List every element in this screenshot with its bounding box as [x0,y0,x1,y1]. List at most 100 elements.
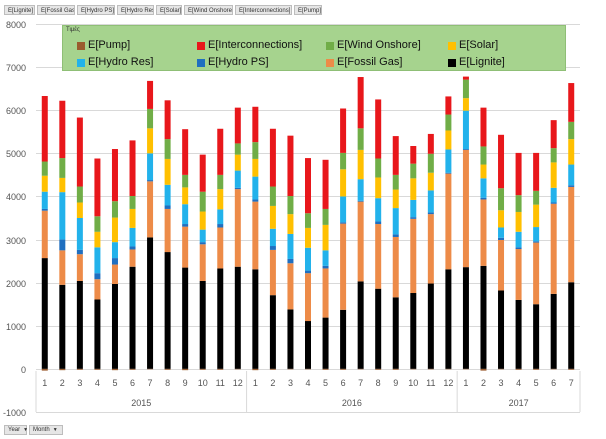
bar-segment [147,128,154,154]
bar-segment [252,106,259,143]
x-tick-label: 11 [216,378,225,388]
bar-segment [322,159,329,209]
bar-segment [340,368,347,370]
y-axis-tick-labels: -1000 0 1000 2000 3000 4000 5000 6000 7000 8000 [3,20,26,418]
bar-segment [76,249,83,255]
bar-segment [269,368,276,370]
bar-segment [375,288,382,369]
bar-segment [322,317,329,369]
bar-segment [480,107,487,147]
axis-field-button-year[interactable]: Year ▼ [4,425,28,435]
axis-field-button-month[interactable]: Month ▼ [29,425,63,435]
x-tick-label: 6 [551,378,556,388]
bar-segment [427,214,434,284]
bar-segment [234,170,241,188]
field-button[interactable]: E[Hydro PS] [77,5,115,15]
x-tick-label: 3 [499,378,504,388]
field-button[interactable]: E[Solar] [156,5,182,15]
bar-segment [392,236,399,298]
bar-segment [427,190,434,213]
bar-segment [462,98,469,111]
x-tick-label: 10 [408,378,418,388]
y-tick-label: 4000 [6,192,26,202]
bar-segment [234,187,241,190]
bar-segment [480,197,487,200]
bar-segment [182,187,189,205]
bar-segment [515,211,522,232]
bar-segment [111,242,118,259]
bar-segment [147,153,154,181]
bar-segment [269,228,276,247]
field-button[interactable]: E[Lignite] [4,5,35,15]
x-tick-label: 8 [376,378,381,388]
bar-segment [41,191,48,209]
bar-segment [305,247,311,271]
bar-segment [269,295,276,369]
bar-segment [462,149,469,150]
bar-segment [515,231,522,248]
bar-segment [410,146,417,164]
bar-segment [480,368,487,371]
bar-segment [252,269,259,369]
field-button[interactable]: E[Wind Onshore] [184,5,233,15]
bar-segment [111,217,118,243]
bar-segment [94,273,101,280]
bar-segment [322,250,329,266]
bar-segment [41,161,48,176]
bar-segment [533,304,540,369]
bar-segment [41,258,48,369]
bar-segment [445,96,452,115]
bar-segment [147,181,154,238]
bar-segment [217,224,224,228]
bar-segment [199,191,206,212]
bar-segment [322,208,329,225]
bar-segment [269,186,276,206]
field-button[interactable]: E[Interconnections] [235,5,292,15]
bar-segment [182,226,189,268]
bar-segment [480,178,487,198]
bar-segment [533,190,540,205]
field-button[interactable]: E[Hydro Res] [117,5,154,15]
bar-segment [410,178,417,200]
bar-segment [533,152,540,191]
bar-segment [498,188,505,211]
bar-segment [182,267,189,369]
field-button[interactable]: E[Pump] [294,5,322,15]
legend-label: E[Solar] [459,39,499,51]
bar-segment [234,154,241,171]
bar-segment [533,241,540,243]
field-button[interactable]: E[Fossil Gas] [37,5,75,15]
bar-segment [533,368,540,370]
bar-segment [498,239,505,291]
bar-segment [41,175,48,192]
bar-segment [94,216,101,232]
x-tick-label: 6 [341,378,346,388]
bar-segment [234,107,241,144]
legend-swatch [77,59,85,67]
bar-segment [375,177,382,199]
bar-segment [234,143,241,155]
bar-segment [410,218,417,294]
bar-segment [568,83,575,122]
bar-segment [111,149,118,202]
bar-segment [445,173,452,270]
bar-segment [252,199,259,202]
legend-label: E[Hydro Res] [88,56,154,68]
bar-segment [568,139,575,165]
bar-segment [111,283,118,369]
legend-swatch [448,59,456,67]
bar-segment [287,135,294,197]
bar-segment [147,180,154,182]
bar-segment [392,208,399,235]
bar-segment [76,186,83,203]
bar-segment [357,200,364,202]
legend-swatch [326,42,334,50]
bar-segment [340,152,347,170]
bar-segment [498,134,505,189]
bar-segment [287,309,294,369]
bar-segment [164,139,171,159]
bar-segment [164,184,171,206]
x-tick-label: 9 [183,378,188,388]
bar-segment [515,152,522,196]
bar-segment [111,264,118,284]
